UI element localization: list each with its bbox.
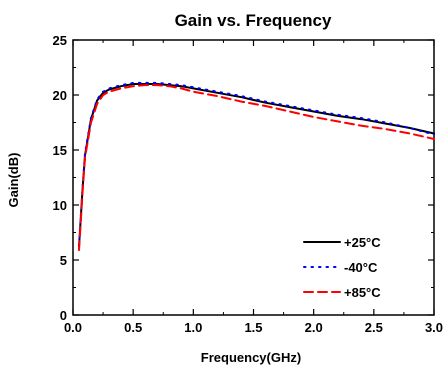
x-tick-label: 2.5 xyxy=(365,320,383,335)
series-line-2 xyxy=(78,81,435,247)
y-tick-label: 15 xyxy=(53,143,67,158)
x-tick-label: 1.5 xyxy=(244,320,262,335)
plot-frame xyxy=(72,39,435,316)
x-tick-label: 0.0 xyxy=(64,320,82,335)
y-tick-label: 25 xyxy=(53,33,67,48)
y-tick-label: 10 xyxy=(53,198,67,213)
x-axis-label: Frequency(GHz) xyxy=(201,350,301,365)
y-tick-label: 20 xyxy=(53,88,67,103)
x-tick-label: 1.0 xyxy=(184,320,202,335)
series-line-1 xyxy=(78,83,435,248)
series-line-3 xyxy=(78,84,435,252)
y-axis-label: Gain(dB) xyxy=(6,153,21,208)
axes: 0.0 0.5 1.0 1.5 2.0 2.5 3.0 0 5 10 15 20 25 xyxy=(53,33,444,335)
y-tick-label: 5 xyxy=(60,253,67,268)
legend-label-2: -40°C xyxy=(344,260,378,275)
legend-label-3: +85°C xyxy=(344,285,381,300)
x-tick-label: 3.0 xyxy=(425,320,443,335)
y-tick-label: 0 xyxy=(60,308,67,323)
legend: +25°C -40°C +85°C xyxy=(303,235,381,300)
x-tick-label: 0.5 xyxy=(124,320,142,335)
x-tick-label: 2.0 xyxy=(305,320,323,335)
legend-label-1: +25°C xyxy=(344,235,381,250)
chart-title: Gain vs. Frequency xyxy=(175,11,332,30)
series-group xyxy=(78,81,435,252)
